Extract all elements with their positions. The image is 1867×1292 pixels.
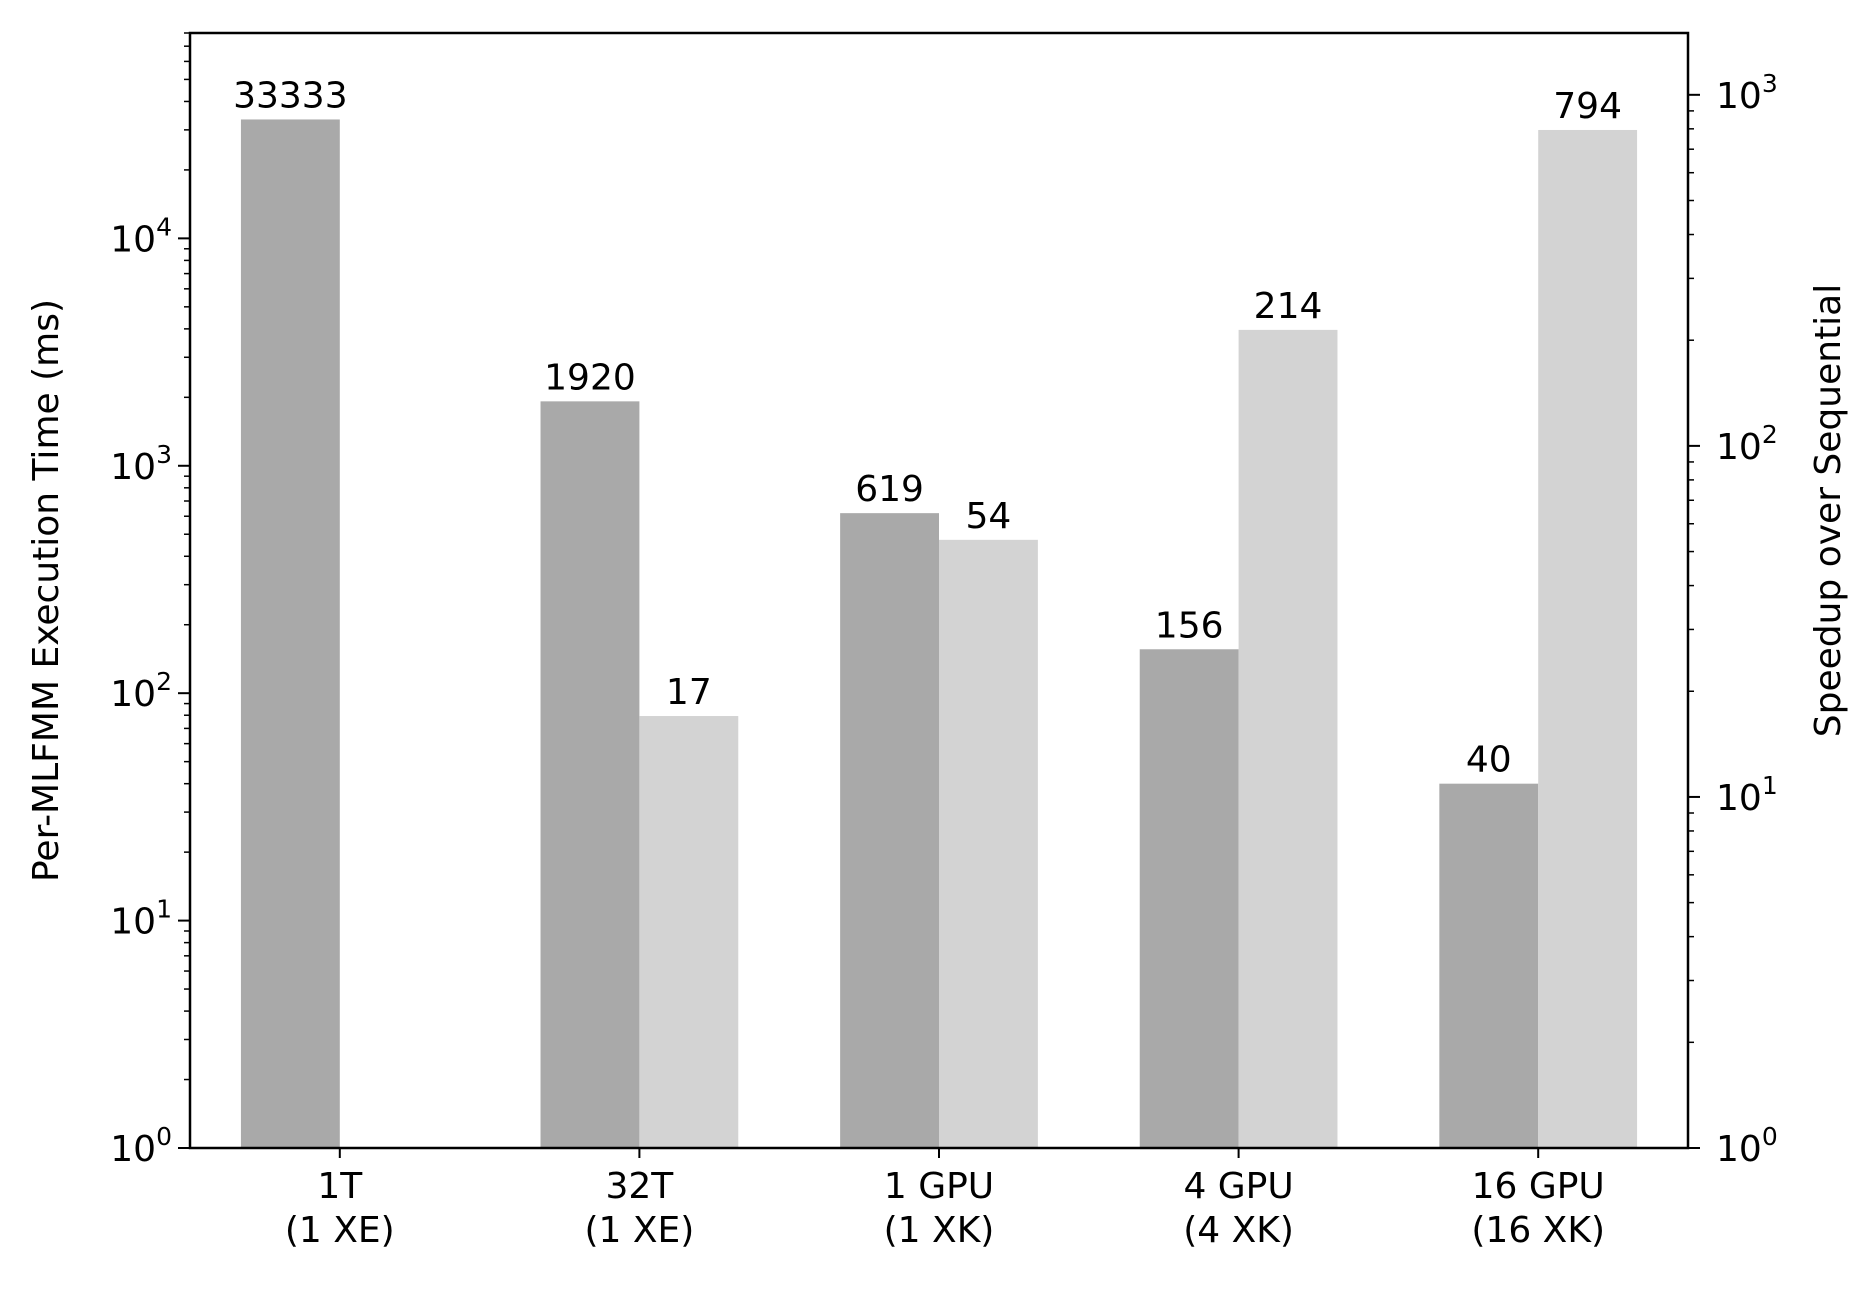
x-tick-label-4-line-1: 4 GPU bbox=[1183, 1166, 1293, 1207]
bar-series-1-cat-5 bbox=[1439, 784, 1538, 1148]
bars-group bbox=[241, 119, 1637, 1148]
right-tick-label-1: 100 bbox=[1716, 1122, 1778, 1170]
left-tick-label-1-exponent: 0 bbox=[156, 1122, 172, 1151]
x-tick-label-1-line-1: 1T bbox=[317, 1166, 363, 1207]
left-tick-label-3: 102 bbox=[110, 667, 172, 715]
right-tick-label-3-base: 10 bbox=[1716, 427, 1762, 468]
right-tick-label-3: 102 bbox=[1716, 420, 1778, 468]
left-tick-label-5: 104 bbox=[110, 212, 172, 260]
left-tick-label-3-exponent: 2 bbox=[156, 667, 172, 696]
left-tick-label-5-exponent: 4 bbox=[156, 212, 172, 241]
left-tick-label-2: 101 bbox=[110, 895, 172, 943]
right-tick-label-2: 101 bbox=[1716, 771, 1778, 819]
left-tick-label-1: 100 bbox=[110, 1122, 172, 1170]
left-tick-label-4-base: 10 bbox=[110, 447, 156, 488]
bar-series-1-cat-1 bbox=[241, 119, 340, 1148]
right-tick-label-1-base: 10 bbox=[1716, 1129, 1762, 1170]
right-tick-label-2-base: 10 bbox=[1716, 778, 1762, 819]
right-tick-label-1-exponent: 0 bbox=[1762, 1122, 1778, 1151]
x-tick-label-2-line-1: 32T bbox=[605, 1166, 674, 1207]
left-tick-label-1-base: 10 bbox=[110, 1129, 156, 1170]
x-tick-label-3-line-1: 1 GPU bbox=[884, 1166, 994, 1207]
data-label-series-2-cat-2: 17 bbox=[666, 672, 712, 713]
left-tick-label-5-base: 10 bbox=[110, 219, 156, 260]
x-tick-label-5-line-2: (16 XK) bbox=[1471, 1210, 1605, 1251]
data-label-series-1-cat-2: 1920 bbox=[544, 357, 636, 398]
right-tick-label-4-exponent: 3 bbox=[1762, 69, 1778, 98]
x-tick-label-2-line-2: (1 XE) bbox=[584, 1210, 694, 1251]
bar-series-1-cat-2 bbox=[541, 401, 640, 1148]
bar-series-2-cat-3 bbox=[939, 540, 1038, 1148]
bar-series-1-cat-4 bbox=[1140, 649, 1239, 1148]
left-tick-label-4: 103 bbox=[110, 440, 172, 488]
data-label-series-1-cat-4: 156 bbox=[1155, 605, 1224, 646]
bar-series-2-cat-4 bbox=[1239, 330, 1338, 1148]
x-tick-label-4-line-2: (4 XK) bbox=[1183, 1210, 1294, 1251]
data-label-series-1-cat-5: 40 bbox=[1466, 740, 1512, 781]
right-tick-label-2-exponent: 1 bbox=[1762, 771, 1778, 800]
left-tick-label-4-exponent: 3 bbox=[156, 440, 172, 469]
left-tick-label-2-base: 10 bbox=[110, 902, 156, 943]
data-label-series-2-cat-3: 54 bbox=[966, 496, 1012, 537]
bar-series-2-cat-2 bbox=[639, 716, 738, 1148]
right-tick-label-4-base: 10 bbox=[1716, 76, 1762, 117]
left-tick-label-3-base: 10 bbox=[110, 674, 156, 715]
x-axis: 1T(1 XE)32T(1 XE)1 GPU(1 XK)4 GPU(4 XK)1… bbox=[285, 1148, 1605, 1251]
bar-series-1-cat-3 bbox=[840, 513, 939, 1148]
right-tick-label-4: 103 bbox=[1716, 69, 1778, 117]
y-axis-right-label: Speedup over Sequential bbox=[1808, 284, 1849, 738]
data-label-series-1-cat-3: 619 bbox=[855, 469, 924, 510]
data-label-series-2-cat-5: 794 bbox=[1553, 86, 1622, 127]
x-tick-label-5-line-1: 16 GPU bbox=[1472, 1166, 1605, 1207]
left-tick-label-2-exponent: 1 bbox=[156, 895, 172, 924]
y-axis-left-label: Per-MLFMM Execution Time (ms) bbox=[26, 299, 67, 882]
bar-series-2-cat-5 bbox=[1538, 130, 1637, 1148]
x-tick-label-1-line-2: (1 XE) bbox=[285, 1210, 395, 1251]
x-tick-label-3-line-2: (1 XK) bbox=[884, 1210, 995, 1251]
data-label-series-1-cat-1: 33333 bbox=[233, 75, 348, 116]
right-tick-label-3-exponent: 2 bbox=[1762, 420, 1778, 449]
data-label-series-2-cat-4: 214 bbox=[1254, 286, 1323, 327]
